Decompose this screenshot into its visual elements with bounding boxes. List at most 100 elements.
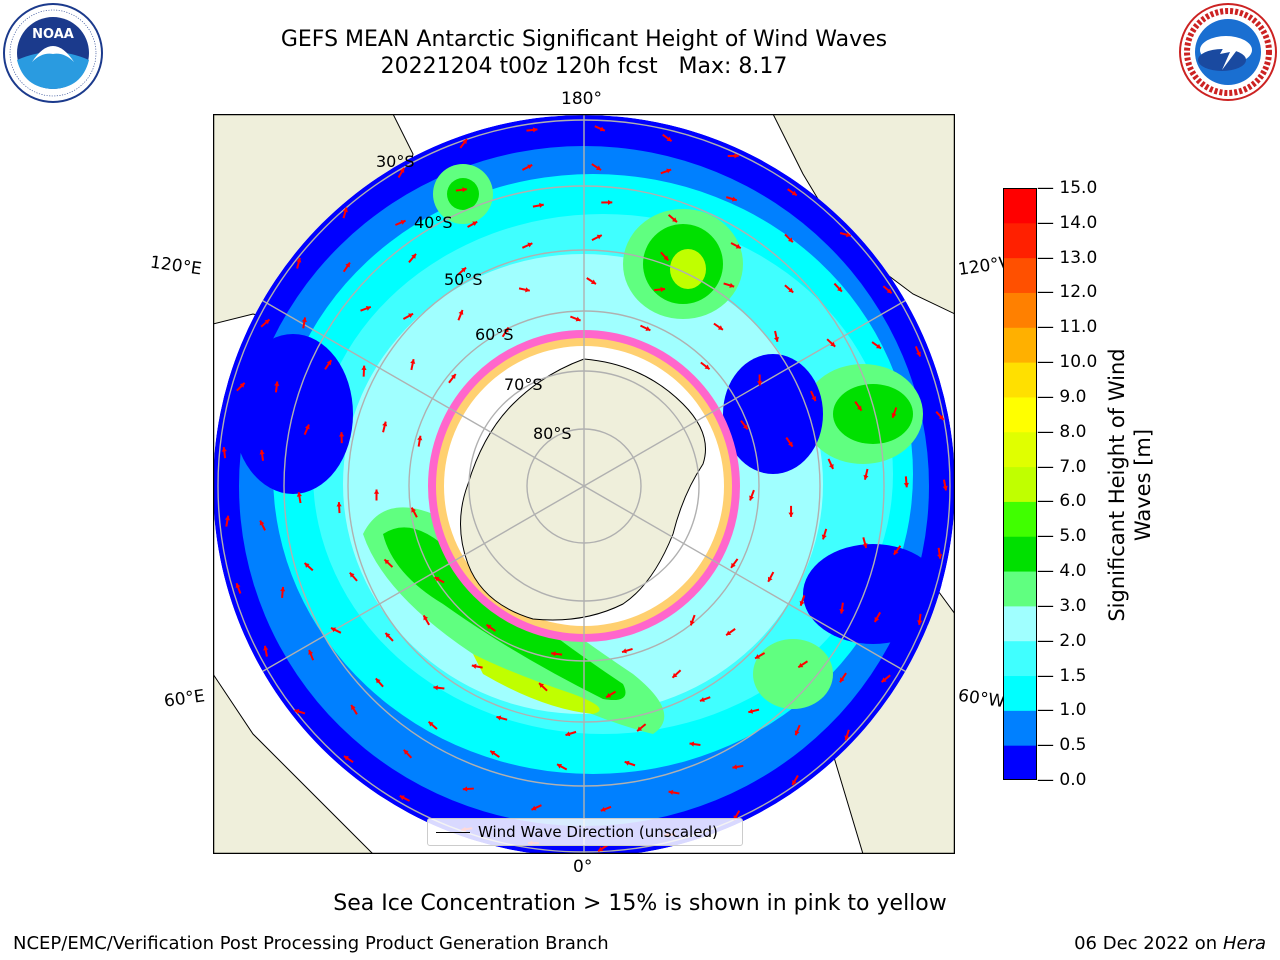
wave-direction-arrowhead — [794, 730, 800, 736]
wave-direction-arrowhead — [399, 167, 405, 173]
wave-direction-arrowhead — [336, 502, 342, 507]
wave-direction-arrowhead — [917, 620, 923, 625]
wave-direction-arrowhead — [361, 365, 367, 371]
colorbar-tick-label: — 6.0 — [1037, 491, 1087, 512]
wave-direction-arrowhead — [876, 343, 882, 349]
noaa-logo-text: NOAA — [32, 27, 74, 42]
colorbar-band — [1003, 257, 1037, 293]
meridians — [213, 115, 955, 854]
wave-direction-arrowhead — [937, 554, 943, 559]
lat-label-60s: 60°S — [475, 325, 514, 344]
wave-direction-arrowhead — [410, 359, 416, 364]
wave-direction-arrowhead — [622, 648, 627, 654]
legend-line-swatch — [436, 831, 470, 833]
colorbar-tick-label: — 0.0 — [1037, 770, 1087, 790]
wave-direction-arrowhead — [294, 709, 300, 714]
wave-direction-arrowhead — [749, 495, 754, 501]
wave-direction-arrowhead — [400, 220, 406, 225]
wave-direction-arrowhead — [645, 326, 651, 331]
colorbar-tick-label: — 10.0 — [1037, 352, 1098, 373]
wave-direction-arrowhead — [938, 414, 944, 420]
colorbar-band — [1003, 396, 1037, 433]
colorbar-frame — [1003, 188, 1037, 780]
wave-direction-arrowhead — [668, 789, 674, 795]
wave-direction-arrowhead — [840, 677, 845, 683]
wave-direction-arrowhead — [428, 721, 434, 727]
lon-label-60e: 60°E — [162, 686, 207, 712]
colorbar-tick-label: — 0.5 — [1037, 735, 1087, 756]
wave-direction-arrowhead — [527, 242, 533, 248]
wave-direction-arrowhead — [792, 780, 797, 786]
lat-label-70s: 70°S — [504, 375, 543, 394]
wave-direction-arrowhead — [689, 620, 695, 626]
wave-direction-arrowhead — [343, 756, 349, 761]
wave-direction-arrowhead — [731, 562, 736, 568]
title-line-2: 20221204 t00z 120h fcst Max: 8.17 — [380, 54, 788, 79]
wave-direction-arrowhead — [666, 168, 672, 174]
wave-direction-arrowhead — [663, 255, 669, 261]
wave-direction-arrowhead — [590, 279, 596, 285]
colorbar-tick-label: — 4.0 — [1037, 561, 1087, 582]
wave-direction-arrowhead — [757, 381, 763, 386]
map-frame — [212, 113, 956, 855]
colorbar — [1003, 188, 1037, 780]
wave-direction-arrowhead — [599, 126, 605, 132]
colorbar-tick-label: — 1.5 — [1037, 665, 1087, 686]
wave-direction-arrowhead — [624, 760, 630, 766]
wave-direction-arrowhead — [791, 190, 797, 196]
colorbar-tick-label: — 8.0 — [1037, 421, 1087, 442]
colorbar-tick-label: — 14.0 — [1037, 212, 1098, 233]
wave-direction-arrowhead — [717, 325, 723, 330]
wave-direction-arrowhead — [788, 441, 793, 447]
colorbar-band — [1003, 188, 1037, 224]
wave-direction-arrowhead — [837, 286, 842, 292]
wave-direction-arrowhead — [349, 572, 355, 578]
wave-direction-arrowhead — [788, 512, 794, 517]
wave-direction-arrowhead — [598, 846, 604, 852]
wave-direction-arrowhead — [486, 624, 492, 630]
wave-direction-arrowhead — [891, 412, 897, 418]
wave-direction-arrowhead — [384, 559, 390, 565]
colorbar-band — [1003, 327, 1037, 363]
colorbar-band — [1003, 222, 1037, 259]
map-canvas — [212, 113, 956, 857]
footer-date: 06 Dec 2022 on Hera — [1074, 933, 1266, 954]
wave-direction-arrowhead — [338, 432, 345, 437]
wave-direction-arrowhead — [798, 662, 804, 668]
wave-direction-arrowhead — [472, 221, 478, 227]
wave-direction-arrowhead — [893, 549, 899, 555]
wave-direction-arrowhead — [575, 316, 581, 322]
lon-label-180: 180° — [561, 89, 602, 109]
colorbar-tick-label: — 13.0 — [1037, 247, 1098, 268]
wave-direction-arrowhead — [811, 396, 817, 402]
wave-direction-arrowhead — [565, 731, 571, 737]
ocean-field — [213, 115, 955, 857]
wave-direction-arrowhead — [408, 313, 414, 319]
colorbar-tick-label: — 11.0 — [1037, 317, 1098, 338]
wave-direction-arrowhead — [903, 482, 909, 488]
wave-direction-arrowhead — [862, 543, 868, 548]
wave-direction-arrowhead — [734, 153, 739, 159]
lat-label-30s: 30°S — [376, 152, 415, 171]
wind-wave-arrows — [221, 125, 948, 852]
wave-direction-arrowhead — [373, 489, 380, 494]
colorbar-band — [1003, 292, 1037, 328]
wave-direction-arrowhead — [699, 697, 705, 702]
title-line-1: GEFS MEAN Antarctic Significant Height o… — [280, 27, 888, 52]
wave-direction-arrowhead — [525, 287, 530, 293]
wave-direction-arrowhead — [845, 232, 851, 238]
wave-direction-arrowhead — [788, 237, 793, 243]
wave-direction-arrowhead — [742, 424, 748, 430]
wave-direction-arrowhead — [308, 649, 314, 655]
wave-direction-arrowhead — [856, 405, 862, 411]
wave-direction-arrowhead — [748, 708, 754, 714]
wave-direction-arrowhead — [433, 685, 438, 691]
wave-direction-arrowhead — [942, 485, 948, 491]
wave-direction-arrowhead — [607, 199, 613, 206]
wave-direction-arrowhead — [788, 287, 794, 293]
wave-direction-arrowhead — [689, 741, 695, 747]
wave-direction-arrowhead — [606, 692, 612, 698]
wave-direction-arrowhead — [672, 672, 678, 678]
wave-direction-arrowhead — [331, 627, 336, 633]
wave-direction-arrowhead — [304, 563, 310, 568]
